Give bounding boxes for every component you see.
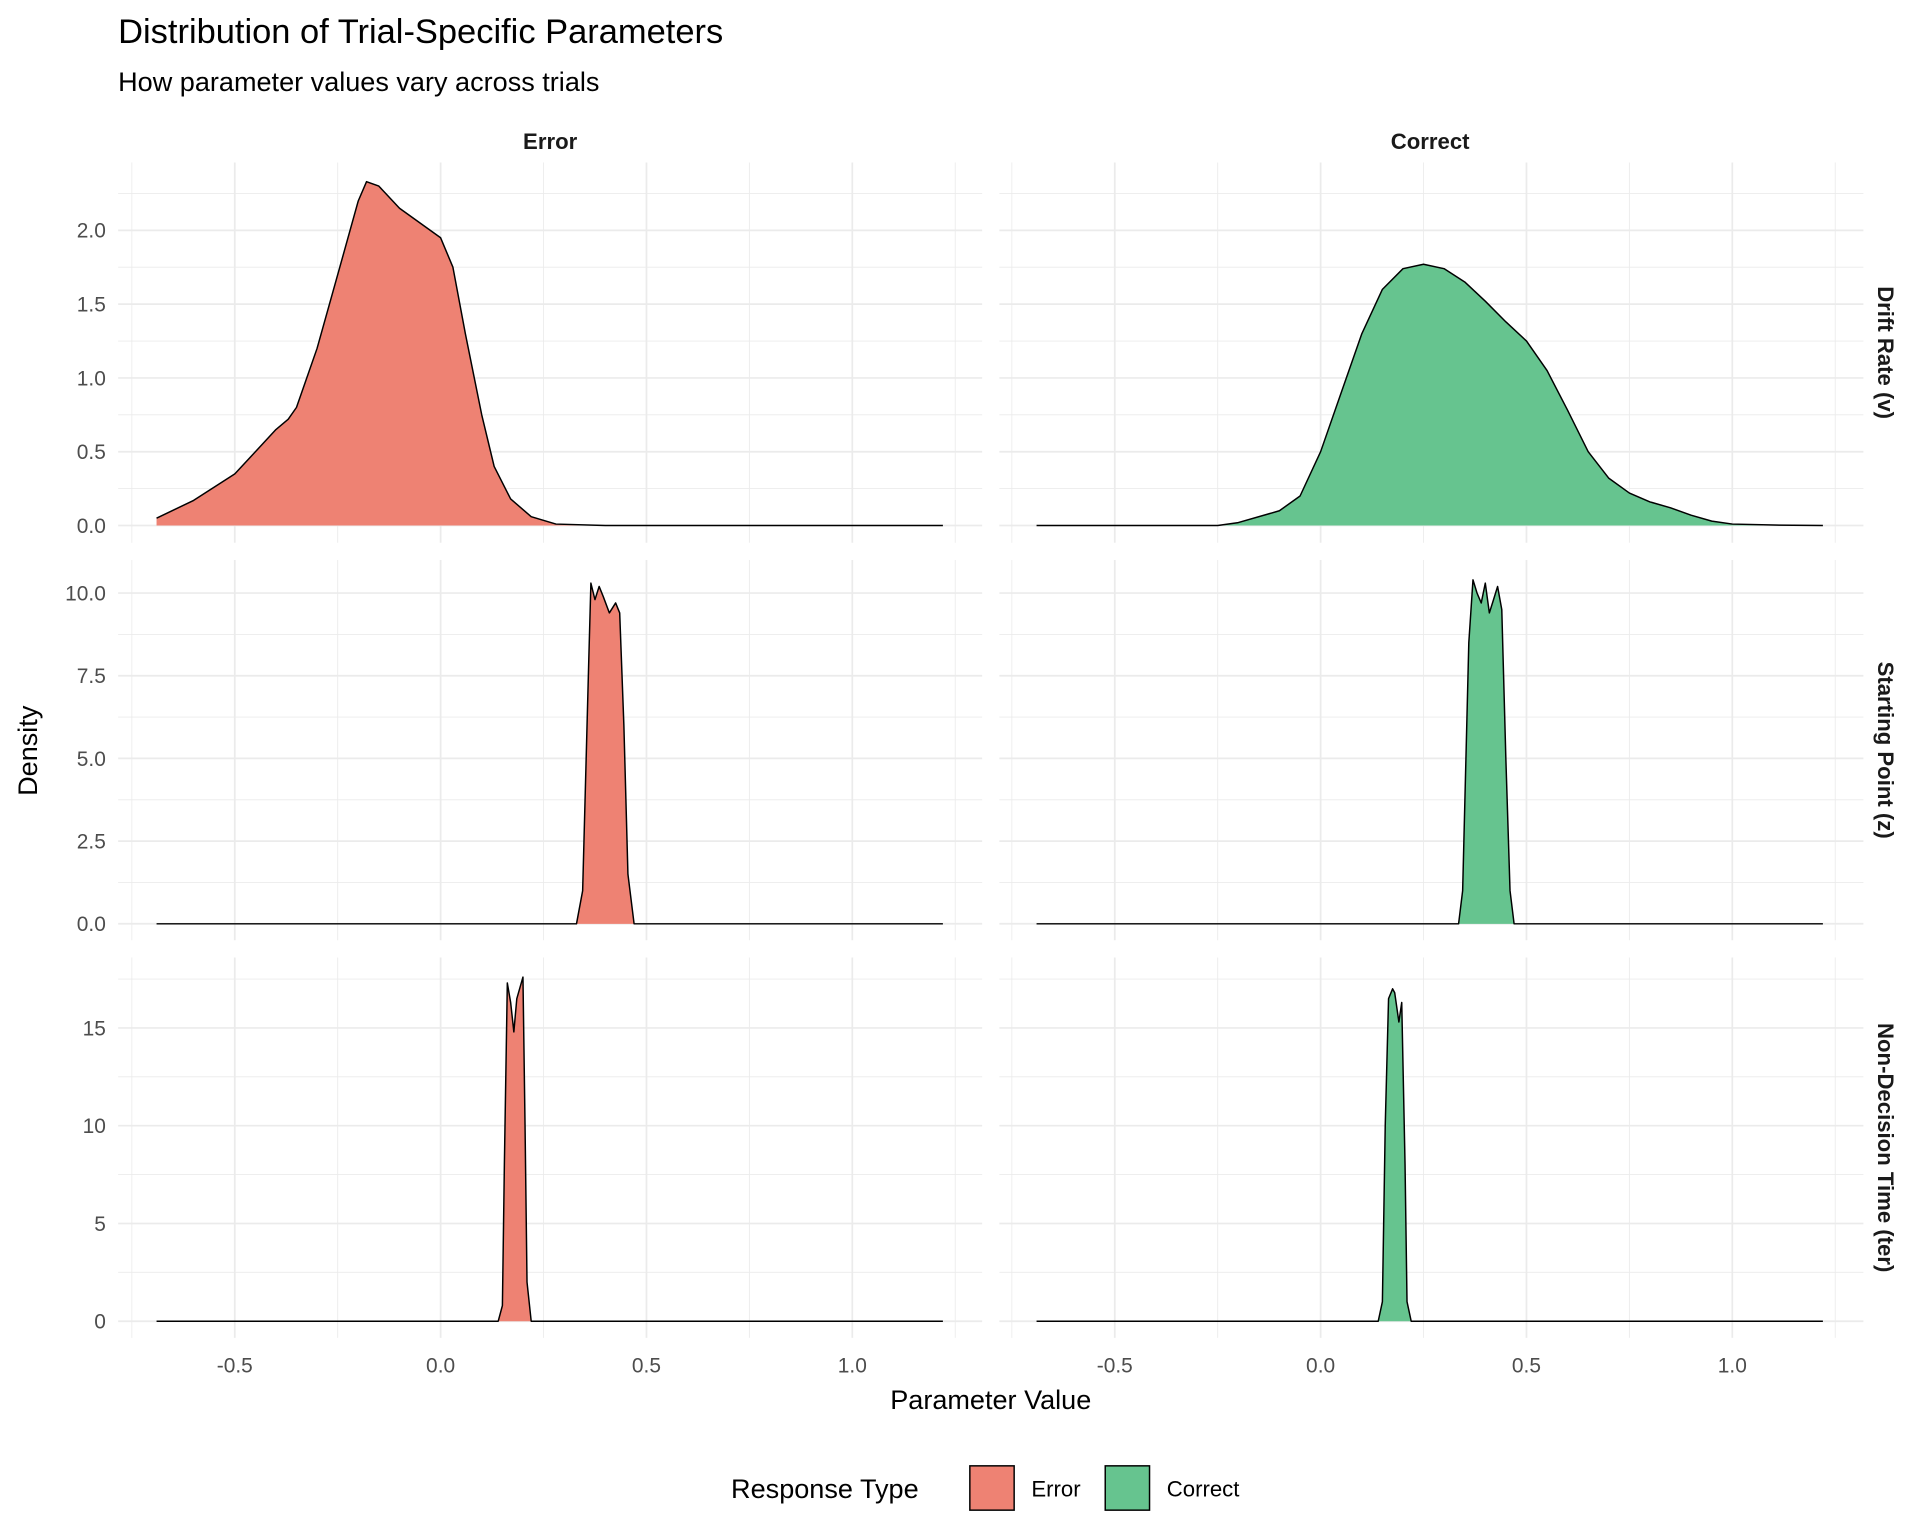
x-tick-label: 0.0 bbox=[1306, 1354, 1335, 1377]
x-tick-label: 0.0 bbox=[426, 1354, 455, 1377]
density-line-correct bbox=[1036, 988, 1823, 1322]
density-area-correct bbox=[1036, 579, 1823, 924]
x-tick-label: 1.0 bbox=[838, 1354, 867, 1377]
legend-label-correct: Correct bbox=[1167, 1477, 1240, 1502]
density-area-correct bbox=[1036, 988, 1823, 1322]
y-tick-label: 1.0 bbox=[77, 367, 106, 390]
legend-title: Response Type bbox=[731, 1473, 919, 1504]
y-tick-label: 5 bbox=[94, 1213, 106, 1236]
x-tick-label: 0.5 bbox=[1512, 1354, 1541, 1377]
y-tick-label: 0 bbox=[94, 1311, 106, 1334]
y-tick-label: 2.5 bbox=[77, 830, 106, 853]
y-tick-label: 0.5 bbox=[77, 441, 106, 464]
y-tick-label: 10 bbox=[83, 1115, 106, 1138]
legend-swatch-correct bbox=[1104, 1465, 1151, 1511]
panel-correct-row-0 bbox=[999, 162, 1864, 543]
y-axis-title: Density bbox=[12, 705, 43, 796]
y-tick-label: 1.5 bbox=[77, 294, 106, 317]
density-area-correct bbox=[1036, 264, 1823, 526]
x-tick-label: 0.5 bbox=[632, 1354, 661, 1377]
panel-error-row-2: 0 5 10 15 -0.5 0.0 0.5 1.0 bbox=[83, 957, 983, 1377]
y-tick-label: 0.0 bbox=[77, 913, 106, 936]
strip-label-correct: Correct bbox=[1391, 129, 1470, 154]
y-tick-label: 7.5 bbox=[77, 665, 106, 688]
density-line-error bbox=[156, 582, 943, 925]
x-tick-label: -0.5 bbox=[217, 1354, 253, 1377]
chart-title: Distribution of Trial-Specific Parameter… bbox=[118, 13, 723, 51]
density-line-error bbox=[156, 976, 943, 1322]
strip-label-row: Non-Decision Time (ter) bbox=[1873, 1023, 1898, 1272]
y-tick-label: 0.0 bbox=[77, 515, 106, 538]
strip-label-error: Error bbox=[523, 129, 578, 154]
panel-error-row-1: 0.0 2.5 5.0 7.5 10.0 bbox=[65, 560, 983, 941]
density-line-correct bbox=[1036, 579, 1823, 925]
density-area-error bbox=[156, 181, 943, 526]
legend-label-error: Error bbox=[1031, 1477, 1080, 1502]
legend: Response Type Error Correct bbox=[731, 1465, 1240, 1511]
x-tick-label: -0.5 bbox=[1097, 1354, 1133, 1377]
y-tick-label: 2.0 bbox=[77, 220, 106, 243]
strip-label-row: Drift Rate (v) bbox=[1873, 286, 1898, 419]
panel-correct-row-2: -0.5 0.0 0.5 1.0 bbox=[999, 957, 1864, 1377]
density-line-correct bbox=[1036, 263, 1823, 527]
panel-error-row-0: 0.0 0.5 1.0 1.5 2.0 bbox=[77, 162, 983, 543]
panel-correct-row-1 bbox=[999, 560, 1864, 941]
strip-label-row: Starting Point (z) bbox=[1873, 662, 1898, 839]
y-tick-label: 15 bbox=[83, 1017, 106, 1040]
y-tick-label: 5.0 bbox=[77, 748, 106, 771]
x-tick-label: 1.0 bbox=[1718, 1354, 1747, 1377]
y-tick-label: 10.0 bbox=[65, 582, 106, 605]
legend-swatch-error bbox=[969, 1465, 1015, 1511]
x-axis-title: Parameter Value bbox=[890, 1384, 1091, 1415]
density-line-error bbox=[156, 180, 943, 527]
chart-subtitle: How parameter values vary across trials bbox=[118, 66, 599, 97]
